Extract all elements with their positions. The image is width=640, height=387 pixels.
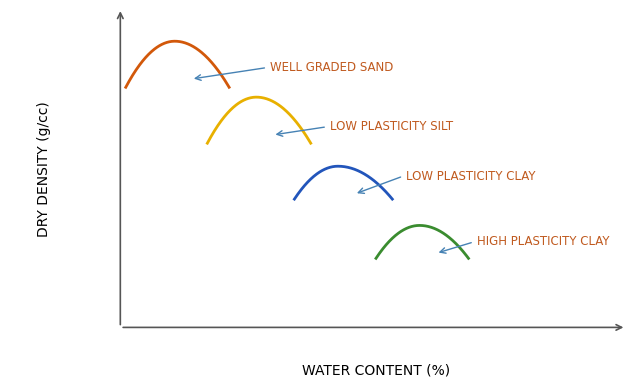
Text: WELL GRADED SAND: WELL GRADED SAND	[270, 61, 394, 74]
Text: LOW PLASTICITY SILT: LOW PLASTICITY SILT	[330, 120, 453, 133]
Text: DRY DENSITY (g/cc): DRY DENSITY (g/cc)	[37, 102, 51, 237]
Text: LOW PLASTICITY CLAY: LOW PLASTICITY CLAY	[406, 170, 536, 183]
Text: WATER CONTENT (%): WATER CONTENT (%)	[302, 364, 450, 378]
Text: HIGH PLASTICITY CLAY: HIGH PLASTICITY CLAY	[477, 235, 609, 248]
